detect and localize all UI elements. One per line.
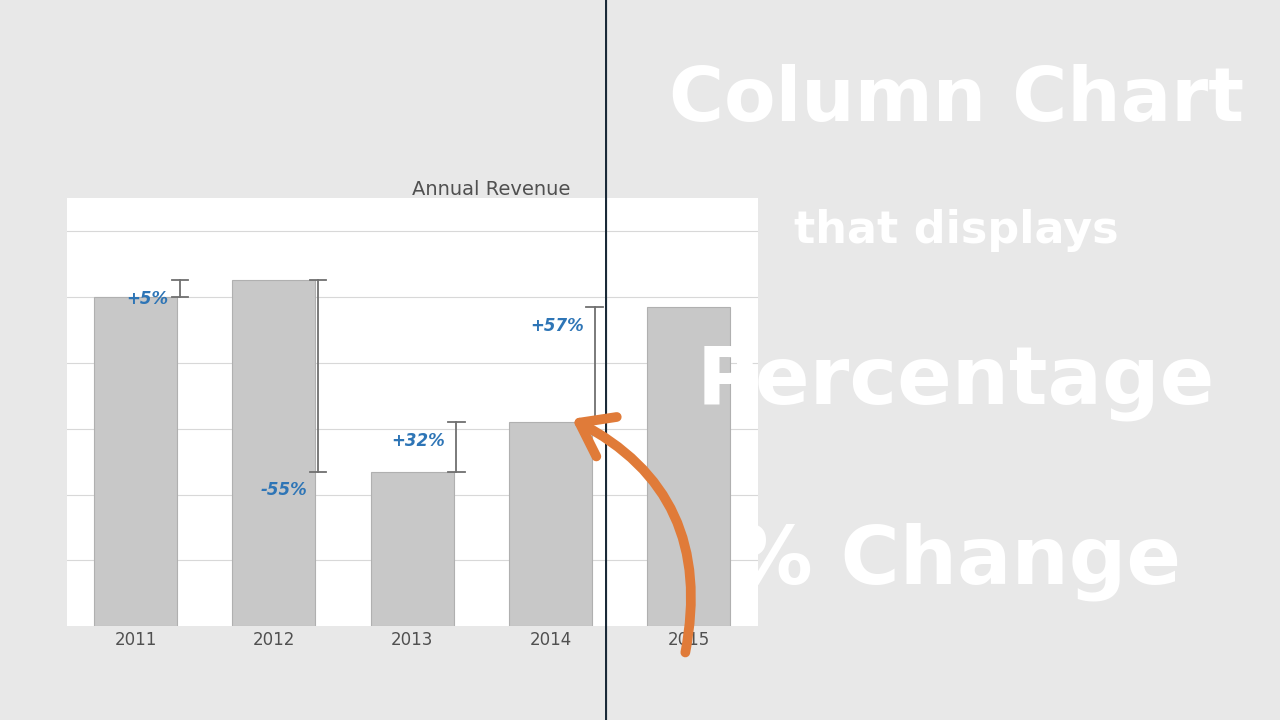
Bar xyxy=(509,422,591,626)
Text: Annual Revenue: Annual Revenue xyxy=(412,180,571,199)
Text: that displays: that displays xyxy=(794,209,1119,252)
Bar xyxy=(233,280,315,626)
Text: Column Chart: Column Chart xyxy=(668,64,1244,138)
Bar xyxy=(648,307,730,626)
Text: +57%: +57% xyxy=(530,317,584,335)
Bar xyxy=(371,472,453,626)
Text: -55%: -55% xyxy=(260,482,307,500)
Text: +5%: +5% xyxy=(127,290,169,308)
Bar xyxy=(95,297,177,626)
Text: Percentage: Percentage xyxy=(698,343,1215,420)
Text: % Change: % Change xyxy=(732,522,1180,601)
Text: +32%: +32% xyxy=(392,432,445,450)
